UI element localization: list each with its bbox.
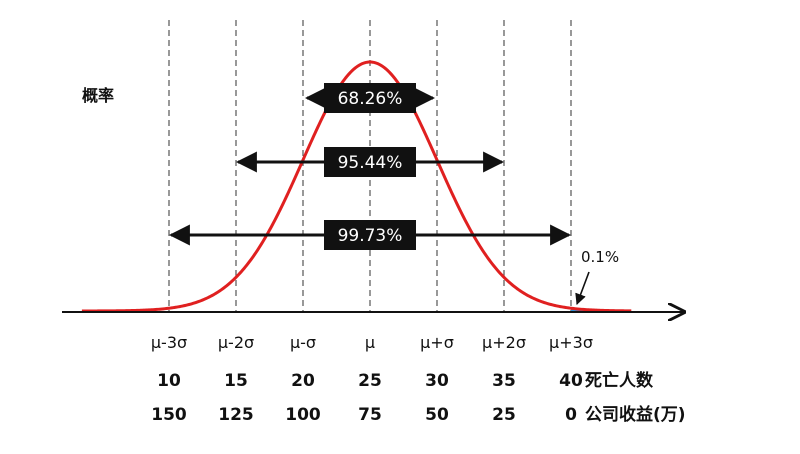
- sigma-tick-label: μ-σ: [290, 333, 316, 352]
- sigma-tick-label: μ: [365, 333, 375, 352]
- deaths-value: 25: [358, 371, 382, 391]
- profit-value: 150: [151, 405, 187, 425]
- deaths-row-label: 死亡人数: [585, 370, 654, 391]
- profit-value: 125: [218, 405, 254, 425]
- deaths-value: 10: [157, 371, 181, 391]
- interval-label-box: [324, 220, 416, 250]
- sigma-tick-label: μ+3σ: [549, 333, 593, 352]
- profit-value: 75: [358, 405, 382, 425]
- deaths-value: 40: [559, 371, 583, 391]
- sigma-tick-label: μ-3σ: [151, 333, 187, 352]
- deaths-row: 10 15 20 25 30 35 40 死亡人数: [157, 370, 654, 391]
- interval-label-box: [324, 83, 416, 113]
- sigma-tick-labels: μ-3σ μ-2σ μ-σ μ μ+σ μ+2σ μ+3σ: [151, 333, 593, 352]
- deaths-value: 30: [425, 371, 449, 391]
- interval-label: 99.73%: [338, 226, 403, 246]
- interval-label-box: [324, 147, 416, 177]
- tail-annotation: 0.1%: [575, 248, 619, 306]
- sigma-tick-label: μ-2σ: [218, 333, 254, 352]
- profit-row-label: 公司收益(万): [585, 404, 686, 425]
- profit-value: 100: [285, 405, 321, 425]
- interval-label: 95.44%: [338, 153, 403, 173]
- y-axis-label: 概率: [82, 86, 114, 105]
- sigma-tick-label: μ+σ: [420, 333, 454, 352]
- profit-row: 150 125 100 75 50 25 0 公司收益(万): [151, 404, 685, 425]
- profit-value: 50: [425, 405, 449, 425]
- deaths-value: 20: [291, 371, 315, 391]
- tail-percent-label: 0.1%: [581, 248, 619, 266]
- profit-value: 0: [565, 405, 577, 425]
- tail-pointer-arrow: [575, 271, 590, 306]
- interval-arrows: 68.26% 95.44% 99.73%: [168, 83, 572, 250]
- sigma-tick-label: μ+2σ: [482, 333, 526, 352]
- interval-label: 68.26%: [338, 89, 403, 109]
- profit-value: 25: [492, 405, 516, 425]
- normal-curve: [81, 60, 632, 313]
- deaths-value: 35: [492, 371, 516, 391]
- deaths-value: 15: [224, 371, 248, 391]
